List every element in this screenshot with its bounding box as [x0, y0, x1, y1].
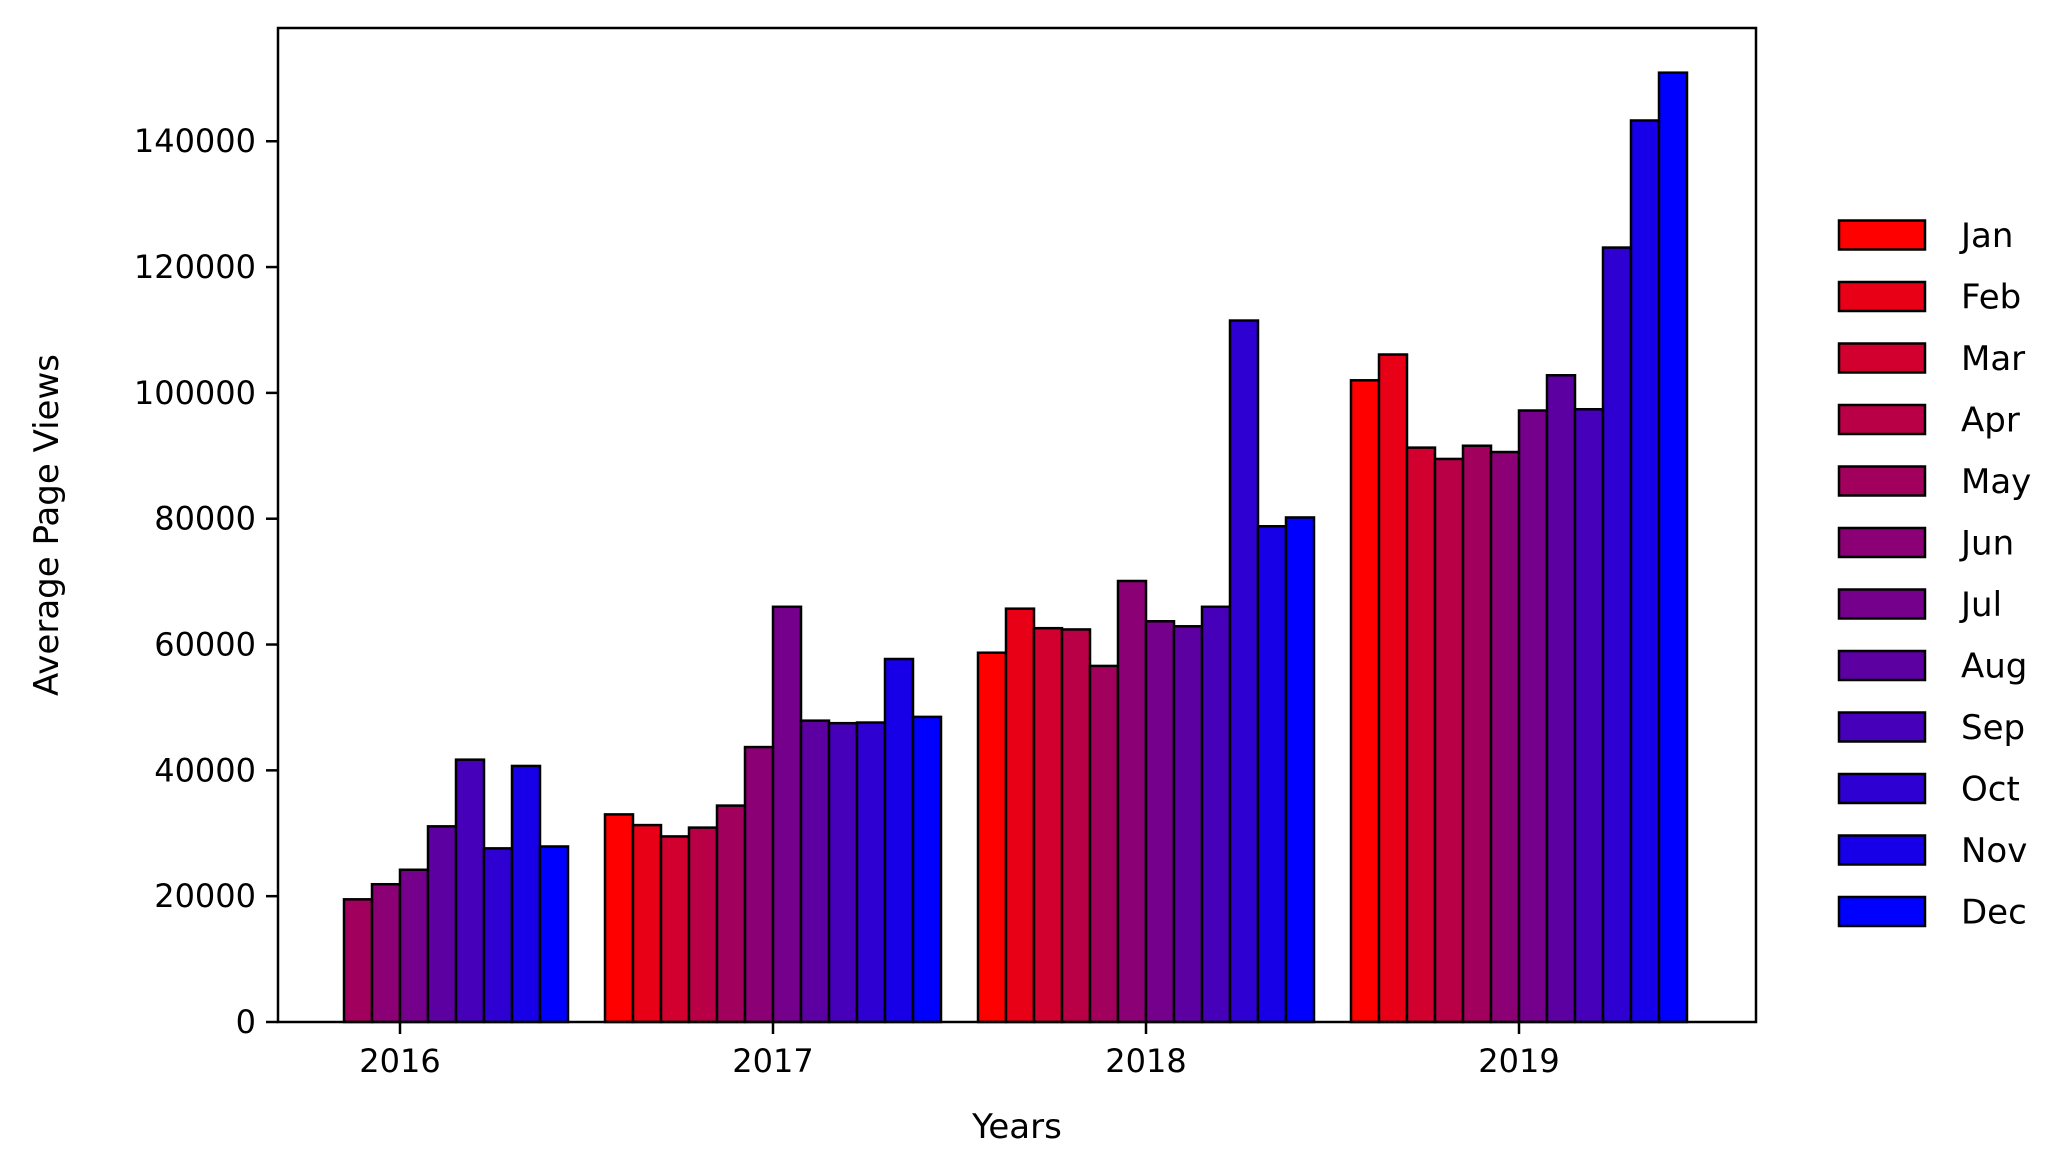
- y-tick-label: 80000: [154, 500, 256, 538]
- bar-sep-2018: [1200, 605, 1232, 1024]
- y-axis: 0 20000 40000 60000 80000 100000 120000 140000: [134, 122, 278, 1041]
- y-tick-label: 120000: [134, 248, 256, 286]
- bar-mar-2017: [659, 835, 691, 1024]
- bar-oct-2019: [1601, 246, 1633, 1024]
- x-tick-label: 2016: [359, 1042, 440, 1080]
- legend-label-jan: Jan: [1959, 216, 2013, 256]
- bar-may-2017: [715, 804, 747, 1024]
- bars-layer: [342, 71, 1689, 1024]
- bar-mar-2018: [1032, 626, 1064, 1024]
- legend-swatch-dec: [1837, 895, 1927, 928]
- y-tick-label: 40000: [154, 751, 256, 789]
- bar-nov-2019: [1629, 119, 1661, 1024]
- legend-swatch-aug: [1837, 649, 1927, 682]
- y-tick-label: 100000: [134, 374, 256, 412]
- bar-oct-2016: [482, 847, 514, 1024]
- legend-swatch-nov: [1837, 834, 1927, 866]
- legend-swatch-jun: [1837, 526, 1927, 559]
- bar-feb-2018: [1004, 607, 1036, 1024]
- bar-dec-2019: [1657, 71, 1689, 1024]
- x-tick-label: 2017: [732, 1042, 813, 1080]
- legend-label-may: May: [1961, 462, 2031, 502]
- y-tick-label: 60000: [154, 626, 256, 664]
- legend-label-jul: Jul: [1959, 585, 2002, 625]
- bar-aug-2017: [799, 719, 831, 1024]
- bar-nov-2018: [1256, 525, 1288, 1024]
- bar-may-2019: [1461, 444, 1493, 1024]
- legend-swatch-jul: [1837, 588, 1927, 620]
- y-tick-label: 20000: [154, 877, 256, 915]
- bar-jun-2018: [1116, 579, 1148, 1024]
- legend-swatch-apr: [1837, 403, 1927, 436]
- x-axis-label: Years: [971, 1107, 1062, 1147]
- bar-dec-2017: [911, 715, 943, 1024]
- bar-jul-2016: [398, 868, 430, 1024]
- legend-label-oct: Oct: [1961, 770, 2020, 810]
- bar-dec-2016: [538, 845, 570, 1024]
- bar-oct-2017: [855, 721, 887, 1024]
- legend-swatch-feb: [1837, 280, 1927, 313]
- bar-mar-2019: [1405, 446, 1437, 1024]
- bar-aug-2018: [1172, 625, 1204, 1024]
- legend-swatch-mar: [1837, 342, 1927, 374]
- legend-label-aug: Aug: [1961, 647, 2027, 687]
- bar-aug-2016: [426, 825, 458, 1024]
- x-axis: 2016 2017 2018 2019: [359, 1022, 1560, 1080]
- bar-jan-2018: [976, 651, 1008, 1024]
- bar-jan-2019: [1349, 379, 1381, 1024]
- bar-apr-2017: [687, 826, 719, 1024]
- bar-oct-2018: [1228, 319, 1260, 1024]
- bar-aug-2019: [1545, 374, 1577, 1024]
- legend-swatch-oct: [1837, 772, 1927, 805]
- legend-label-dec: Dec: [1961, 893, 2027, 933]
- y-axis-label: Average Page Views: [27, 354, 67, 696]
- bar-apr-2019: [1433, 457, 1465, 1024]
- legend-swatch-jan: [1837, 219, 1927, 251]
- plot-frame: [276, 26, 1758, 1024]
- bar-jul-2019: [1517, 409, 1549, 1024]
- x-tick-label: 2018: [1105, 1042, 1186, 1080]
- legend-label-feb: Feb: [1961, 278, 2021, 318]
- bar-may-2018: [1088, 664, 1120, 1024]
- legend-label-apr: Apr: [1961, 401, 2020, 441]
- bar-nov-2017: [883, 657, 915, 1024]
- bar-feb-2017: [631, 823, 663, 1024]
- legend-label-jun: Jun: [1959, 524, 2014, 564]
- y-tick-label: 0: [236, 1003, 256, 1041]
- bar-nov-2016: [510, 764, 542, 1024]
- bar-apr-2018: [1060, 628, 1092, 1024]
- legend-label-nov: Nov: [1961, 831, 2027, 871]
- bar-sep-2016: [454, 758, 486, 1024]
- x-tick-label: 2019: [1478, 1042, 1559, 1080]
- bar-jun-2016: [370, 882, 402, 1024]
- y-tick-label: 140000: [134, 122, 256, 160]
- legend-swatch-sep: [1837, 711, 1927, 743]
- legend-swatch-may: [1837, 465, 1927, 497]
- bar-jul-2017: [771, 605, 803, 1024]
- legend-label-mar: Mar: [1961, 339, 2025, 379]
- legend-label-sep: Sep: [1961, 708, 2025, 748]
- bar-feb-2019: [1377, 353, 1409, 1024]
- legend: Jan Feb Mar Apr May Jun Jul Aug Sep Oct Nov Dec: [1837, 216, 2031, 933]
- bar-sep-2017: [827, 721, 859, 1024]
- bar-may-2016: [342, 898, 374, 1024]
- bar-jun-2019: [1489, 450, 1521, 1024]
- bar-jun-2017: [743, 745, 775, 1024]
- bar-jul-2018: [1144, 620, 1176, 1024]
- bar-sep-2019: [1573, 407, 1605, 1024]
- bar-jan-2017: [603, 813, 635, 1024]
- bar-dec-2018: [1284, 516, 1316, 1024]
